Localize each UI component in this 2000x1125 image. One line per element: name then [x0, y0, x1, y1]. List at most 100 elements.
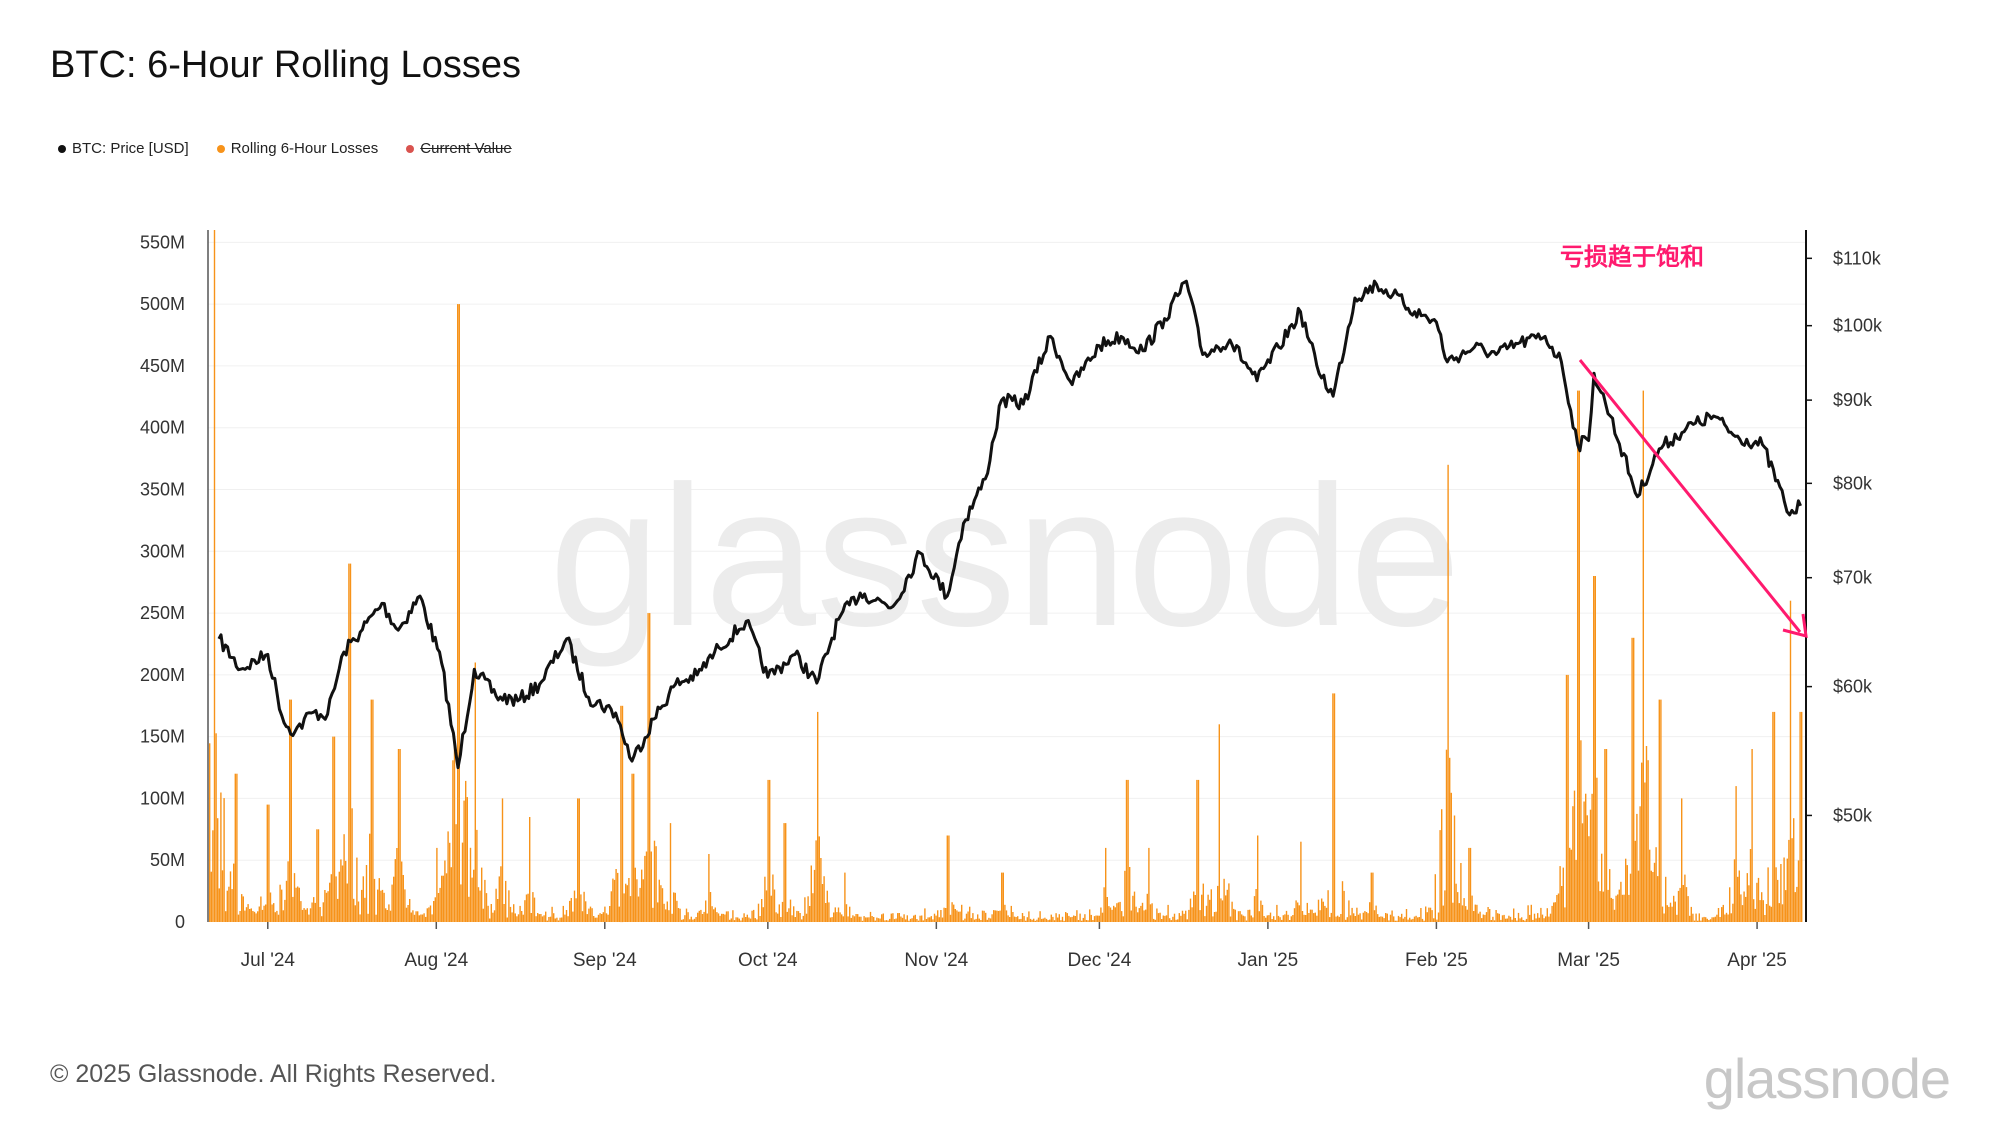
losses-bar [964, 918, 966, 922]
losses-bar [1521, 917, 1523, 922]
losses-bar [1671, 906, 1673, 922]
x-tick-label: Sep '24 [573, 950, 637, 971]
losses-bar [1583, 801, 1585, 922]
losses-bar [372, 699, 374, 922]
losses-bar [1396, 920, 1398, 922]
losses-bar [343, 834, 345, 922]
losses-bar [1514, 918, 1516, 922]
losses-bar [375, 914, 377, 922]
losses-bar [1335, 916, 1337, 922]
losses-bar [623, 893, 625, 922]
losses-bar [471, 877, 473, 922]
losses-bar [565, 910, 568, 922]
losses-bar [1717, 908, 1720, 922]
losses-bar [1413, 916, 1416, 922]
legend-label: BTC: Price [USD] [72, 140, 189, 157]
losses-bar [1164, 915, 1166, 922]
losses-bar [1748, 885, 1750, 922]
losses-bar [978, 918, 980, 922]
y-right-tick-label: $70k [1833, 568, 1873, 588]
losses-bar [257, 911, 259, 922]
losses-bar [1391, 910, 1393, 922]
losses-bar [1041, 918, 1043, 922]
losses-bar [921, 915, 923, 922]
losses-bar [1289, 920, 1291, 922]
losses-bar [911, 918, 913, 922]
losses-bar [1138, 908, 1140, 922]
losses-bar [415, 911, 417, 922]
losses-bar [845, 904, 848, 922]
losses-bar [1647, 760, 1649, 922]
losses-bar [1322, 901, 1324, 922]
losses-bar [1063, 920, 1065, 922]
legend-item-losses[interactable]: Rolling 6-Hour Losses [216, 140, 378, 157]
losses-bar [1274, 919, 1276, 922]
losses-bar [842, 916, 844, 922]
losses-bar [759, 916, 761, 922]
losses-bar [513, 904, 515, 922]
losses-bar [1093, 916, 1096, 922]
losses-bar [370, 699, 372, 922]
x-tick-label: Jan '25 [1238, 950, 1299, 971]
losses-bar [1690, 906, 1692, 922]
losses-bar [1359, 913, 1361, 922]
y-right-tick-label: $100k [1833, 316, 1883, 336]
losses-bar [223, 798, 225, 922]
losses-bar [561, 917, 563, 922]
losses-bar [455, 824, 457, 922]
losses-bar [519, 905, 521, 922]
losses-bar [580, 894, 582, 922]
losses-bar [452, 760, 454, 922]
losses-bar [645, 851, 648, 922]
losses-bar [809, 906, 811, 922]
losses-bar [279, 884, 281, 922]
losses-bar [341, 865, 344, 922]
losses-bar [1482, 914, 1484, 922]
losses-bar [1111, 909, 1113, 922]
losses-bar [1772, 711, 1774, 922]
losses-bar [1034, 920, 1036, 922]
losses-bar [977, 914, 979, 922]
losses-bar [1009, 917, 1011, 922]
losses-bar [1665, 876, 1667, 922]
losses-bar [543, 915, 545, 922]
legend-item-current-value[interactable]: Current Value [406, 140, 512, 157]
losses-bar [620, 705, 622, 923]
losses-bar [1417, 917, 1419, 922]
losses-bar [1273, 916, 1275, 922]
losses-bar [1386, 913, 1388, 922]
losses-bar [234, 773, 236, 922]
losses-bar [463, 800, 465, 922]
chart-title: BTC: 6-Hour Rolling Losses [50, 44, 521, 86]
losses-bar [417, 911, 419, 922]
losses-bar [1042, 918, 1044, 922]
losses-bar [1599, 891, 1601, 922]
losses-bar [557, 920, 560, 922]
losses-bar [577, 798, 579, 922]
losses-bar [284, 899, 286, 922]
losses-bar [241, 894, 243, 922]
losses-bar [833, 912, 835, 922]
losses-bar [305, 909, 307, 922]
losses-bar [428, 907, 430, 922]
x-tick-label: Feb '25 [1405, 950, 1468, 971]
losses-bar [1450, 792, 1452, 922]
losses-bar [1418, 917, 1420, 922]
losses-bar [981, 910, 984, 922]
losses-bar [615, 869, 617, 922]
losses-bar [1465, 906, 1467, 922]
losses-bar [1186, 919, 1188, 922]
losses-bar [1301, 911, 1304, 922]
losses-bar [1007, 915, 1009, 922]
losses-bar [1730, 913, 1732, 922]
losses-bar [1306, 902, 1308, 922]
losses-bar [311, 902, 313, 922]
legend-item-price[interactable]: BTC: Price [USD] [58, 140, 189, 157]
losses-bar [1738, 870, 1740, 922]
losses-bar [1639, 806, 1641, 922]
y-left-tick-label: 50M [150, 850, 185, 870]
losses-bar [676, 900, 678, 922]
y-left-tick-label: 300M [140, 541, 185, 561]
losses-bar [485, 893, 488, 922]
losses-bar [553, 913, 555, 922]
